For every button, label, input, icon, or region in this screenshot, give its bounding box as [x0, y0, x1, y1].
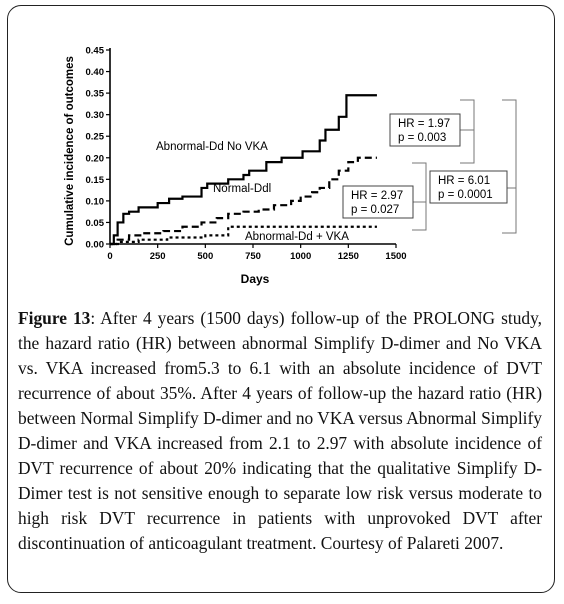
y-tick-label: 0.15 [86, 175, 105, 186]
x-tick-label: 750 [245, 251, 261, 262]
p-value-1: p = 0.027 [351, 204, 399, 216]
y-tick-label: 0.25 [86, 132, 105, 143]
hr-box-0 [389, 113, 461, 147]
y-tick-label: 0.05 [86, 218, 105, 229]
p-value-2: p = 0.0001 [438, 189, 493, 201]
hr-bracket-1 [412, 162, 427, 231]
hr-value-0: HR = 1.97 [398, 118, 450, 130]
p-value-0: p = 0.003 [398, 132, 446, 144]
y-tick-label: 0.40 [86, 67, 105, 78]
y-tick-label: 0.35 [86, 89, 105, 100]
hr-bracket-2 [502, 99, 517, 234]
chart-axes: 0.00 0.05 0.10 0.15 0.20 0.25 0.30 0.35 0.40 0.45… [86, 46, 407, 263]
y-axis-label: Cumulative incidence of outcomes [64, 56, 76, 246]
y-tick-label: 0.10 [86, 196, 105, 207]
hr-bracket-0 [460, 99, 475, 164]
x-tick-label: 500 [197, 251, 213, 262]
series-line-0 [110, 94, 377, 246]
series-line-1 [110, 156, 377, 246]
figure-caption: Figure 13: After 4 years (1500 days) fol… [18, 306, 542, 556]
x-tick-label: 1000 [290, 251, 311, 262]
figure-frame [7, 5, 555, 593]
series-label-1: Normal-Ddl [213, 183, 271, 195]
chart-series: Abnormal-Dd No VKA Normal-Ddl Abnormal-Dd … [110, 94, 377, 246]
x-tick-label: 1500 [385, 251, 406, 262]
series-line-2 [110, 225, 377, 246]
caption-text: : After 4 years (1500 days) follow-up of… [18, 308, 542, 553]
chart-annotations: HR = 1.97 p = 0.003 HR = 2.97 p = 0.027 HR =… [342, 99, 517, 234]
series-label-0: Abnormal-Dd No VKA [156, 141, 268, 153]
x-axis-label: Days [241, 272, 270, 286]
hr-value-2: HR = 6.01 [438, 175, 490, 187]
caption-label: Figure 13 [18, 308, 91, 328]
hr-box-1 [342, 185, 414, 219]
y-tick-label: 0.30 [86, 110, 105, 121]
y-tick-label: 0.00 [86, 240, 105, 251]
y-tick-label: 0.45 [86, 46, 105, 57]
km-chart: 0.00 0.05 0.10 0.15 0.20 0.25 0.30 0.35 0.40 0.45… [64, 46, 517, 286]
series-label-2: Abnormal-Dd + VKA [245, 231, 349, 243]
x-tick-label: 0 [107, 251, 112, 262]
hr-value-1: HR = 2.97 [351, 190, 403, 202]
y-tick-label: 0.20 [86, 153, 105, 164]
x-tick-label: 1250 [338, 251, 359, 262]
x-tick-label: 250 [150, 251, 166, 262]
hr-box-2 [429, 170, 508, 204]
